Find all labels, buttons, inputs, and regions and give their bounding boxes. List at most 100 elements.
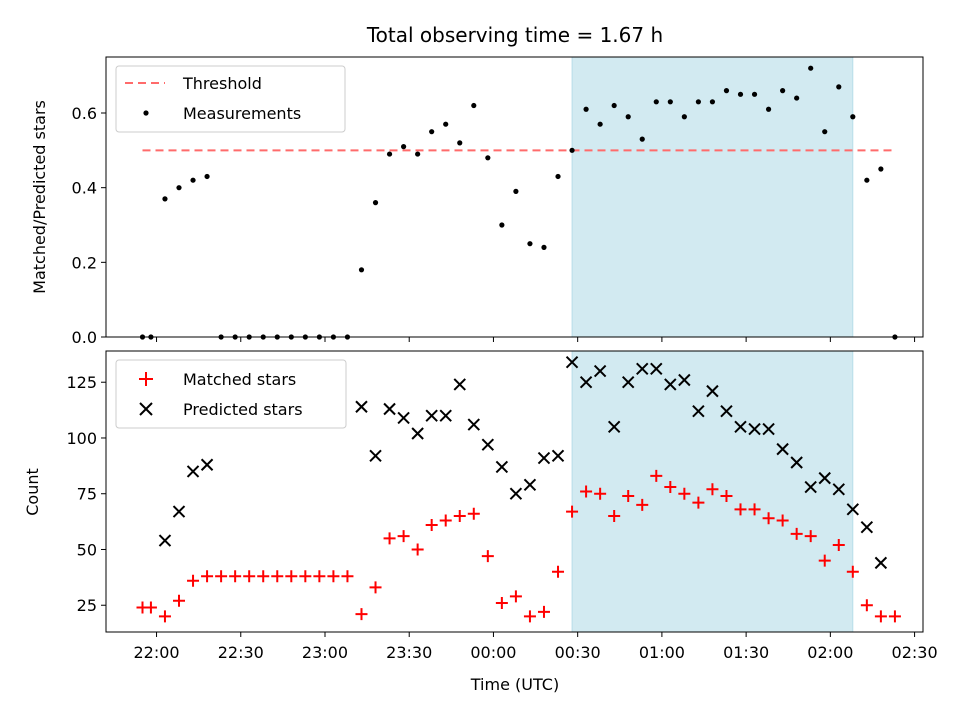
measurement-point bbox=[695, 99, 701, 105]
predicted-star-marker bbox=[776, 442, 789, 456]
predicted-star-marker bbox=[692, 405, 705, 418]
matched-star-marker bbox=[243, 570, 256, 583]
measurement-point bbox=[822, 129, 828, 135]
count-plot-frame bbox=[105, 350, 924, 633]
matched-star-marker bbox=[537, 605, 550, 618]
predicted-star-marker bbox=[467, 418, 480, 431]
time-x-axis: 22:00 22:30 23:00 23:30 00:00 00:30 01:00 01:30… bbox=[133, 632, 938, 662]
ratio-y-tick-label: 0.4 bbox=[72, 179, 97, 198]
matched-star-marker bbox=[495, 597, 508, 610]
measurement-point bbox=[597, 121, 603, 127]
measurements-legend-swatch bbox=[143, 110, 149, 116]
measurement-point bbox=[864, 177, 870, 183]
count-legend-box bbox=[115, 359, 347, 429]
matched-star-marker bbox=[888, 610, 901, 623]
measurement-point bbox=[457, 140, 463, 146]
matched-star-marker bbox=[327, 570, 340, 583]
time-x-tick-label: 23:00 bbox=[302, 643, 348, 662]
matched-star-marker bbox=[692, 496, 705, 509]
matched-star-marker bbox=[425, 518, 438, 531]
ratio-panel: 0.0 0.2 0.4 0.6 Matched/Predicted stars Thr… bbox=[30, 56, 924, 347]
matched-star-marker bbox=[285, 570, 298, 583]
matched-star-marker bbox=[172, 594, 185, 607]
observing-window-highlight bbox=[571, 56, 854, 338]
matched-star-marker bbox=[706, 483, 719, 496]
matched-star-marker bbox=[215, 570, 228, 583]
matched-star-marker bbox=[229, 570, 242, 583]
predicted-star-marker bbox=[720, 405, 733, 418]
time-x-tick-label: 23:30 bbox=[386, 643, 432, 662]
matched-star-marker bbox=[818, 554, 831, 567]
predicted-star-marker bbox=[607, 420, 621, 434]
matched-star-marker bbox=[201, 570, 214, 583]
ratio-legend-box bbox=[115, 65, 346, 133]
measurement-point bbox=[162, 196, 168, 202]
count-y-tick-label: 100 bbox=[66, 429, 97, 448]
matched-star-marker bbox=[369, 581, 382, 594]
matched-star-marker bbox=[622, 489, 635, 502]
count-y-tick-label: 125 bbox=[66, 373, 97, 392]
predicted-star-marker bbox=[158, 534, 172, 547]
matched-star-marker bbox=[383, 532, 396, 545]
predicted-star-marker bbox=[678, 373, 691, 387]
matched-star-marker bbox=[397, 530, 410, 543]
ratio-y-axis-label: Matched/Predicted stars bbox=[30, 100, 49, 294]
predicted-legend-label: Predicted stars bbox=[183, 400, 303, 419]
matched-star-marker bbox=[594, 487, 607, 500]
predicted-star-marker bbox=[186, 465, 200, 478]
matched-star-marker bbox=[481, 550, 494, 563]
matched-star-marker bbox=[832, 539, 845, 552]
matched-star-marker bbox=[467, 507, 480, 520]
matched-star-marker bbox=[804, 530, 817, 543]
count-y-tick-label: 75 bbox=[77, 485, 97, 504]
predicted-star-marker bbox=[397, 411, 410, 425]
predicted-star-marker bbox=[439, 409, 452, 422]
measurement-point bbox=[513, 188, 519, 194]
matched-star-marker bbox=[650, 469, 663, 482]
predicted-star-marker bbox=[453, 378, 466, 391]
time-x-tick-label: 02:00 bbox=[807, 643, 853, 662]
matched-star-marker bbox=[566, 505, 579, 518]
measurement-point bbox=[541, 244, 547, 250]
measurement-point bbox=[372, 200, 379, 206]
matched-star-marker bbox=[734, 503, 747, 516]
measurement-point bbox=[836, 84, 842, 90]
predicted-legend-swatch bbox=[139, 402, 153, 416]
measurement-point bbox=[583, 106, 589, 112]
predicted-star-marker bbox=[860, 520, 874, 534]
ratio-x-ticks bbox=[156, 337, 916, 342]
predicted-star-marker bbox=[593, 364, 607, 378]
matched-star-marker bbox=[776, 514, 789, 527]
ratio-y-axis: 0.0 0.2 0.4 0.6 bbox=[72, 104, 106, 347]
predicted-stars-points bbox=[158, 355, 888, 570]
matched-star-marker bbox=[355, 608, 368, 621]
matched-star-marker bbox=[678, 487, 691, 500]
predicted-star-marker bbox=[551, 449, 565, 463]
time-x-tick-label: 02:30 bbox=[892, 643, 938, 662]
matched-legend-swatch bbox=[139, 372, 153, 386]
time-x-tick-label: 00:30 bbox=[555, 643, 601, 662]
matched-star-marker bbox=[608, 510, 621, 523]
chart-title: Total observing time = 1.67 h bbox=[366, 23, 663, 47]
measurement-point bbox=[723, 88, 730, 94]
predicted-star-marker bbox=[481, 438, 495, 451]
predicted-star-marker bbox=[523, 478, 537, 492]
predicted-star-marker bbox=[762, 422, 775, 436]
measurement-point bbox=[639, 136, 645, 142]
predicted-star-marker bbox=[650, 362, 663, 376]
measurement-point bbox=[555, 173, 561, 180]
predicted-star-marker bbox=[579, 376, 593, 389]
observing-window-span bbox=[571, 56, 854, 338]
measurement-point bbox=[485, 155, 491, 161]
time-x-tick-label: 01:00 bbox=[639, 643, 685, 662]
matched-star-marker bbox=[158, 610, 171, 623]
measurement-point bbox=[358, 267, 365, 273]
matched-star-marker bbox=[748, 503, 761, 516]
measurement-point bbox=[190, 177, 196, 183]
predicted-star-marker bbox=[636, 362, 649, 376]
count-y-tick-label: 25 bbox=[77, 596, 97, 615]
count-y-tick-label: 50 bbox=[77, 540, 97, 559]
ratio-legend: Threshold Measurements bbox=[115, 65, 346, 133]
matched-star-marker bbox=[439, 514, 452, 527]
predicted-star-marker bbox=[383, 402, 396, 416]
